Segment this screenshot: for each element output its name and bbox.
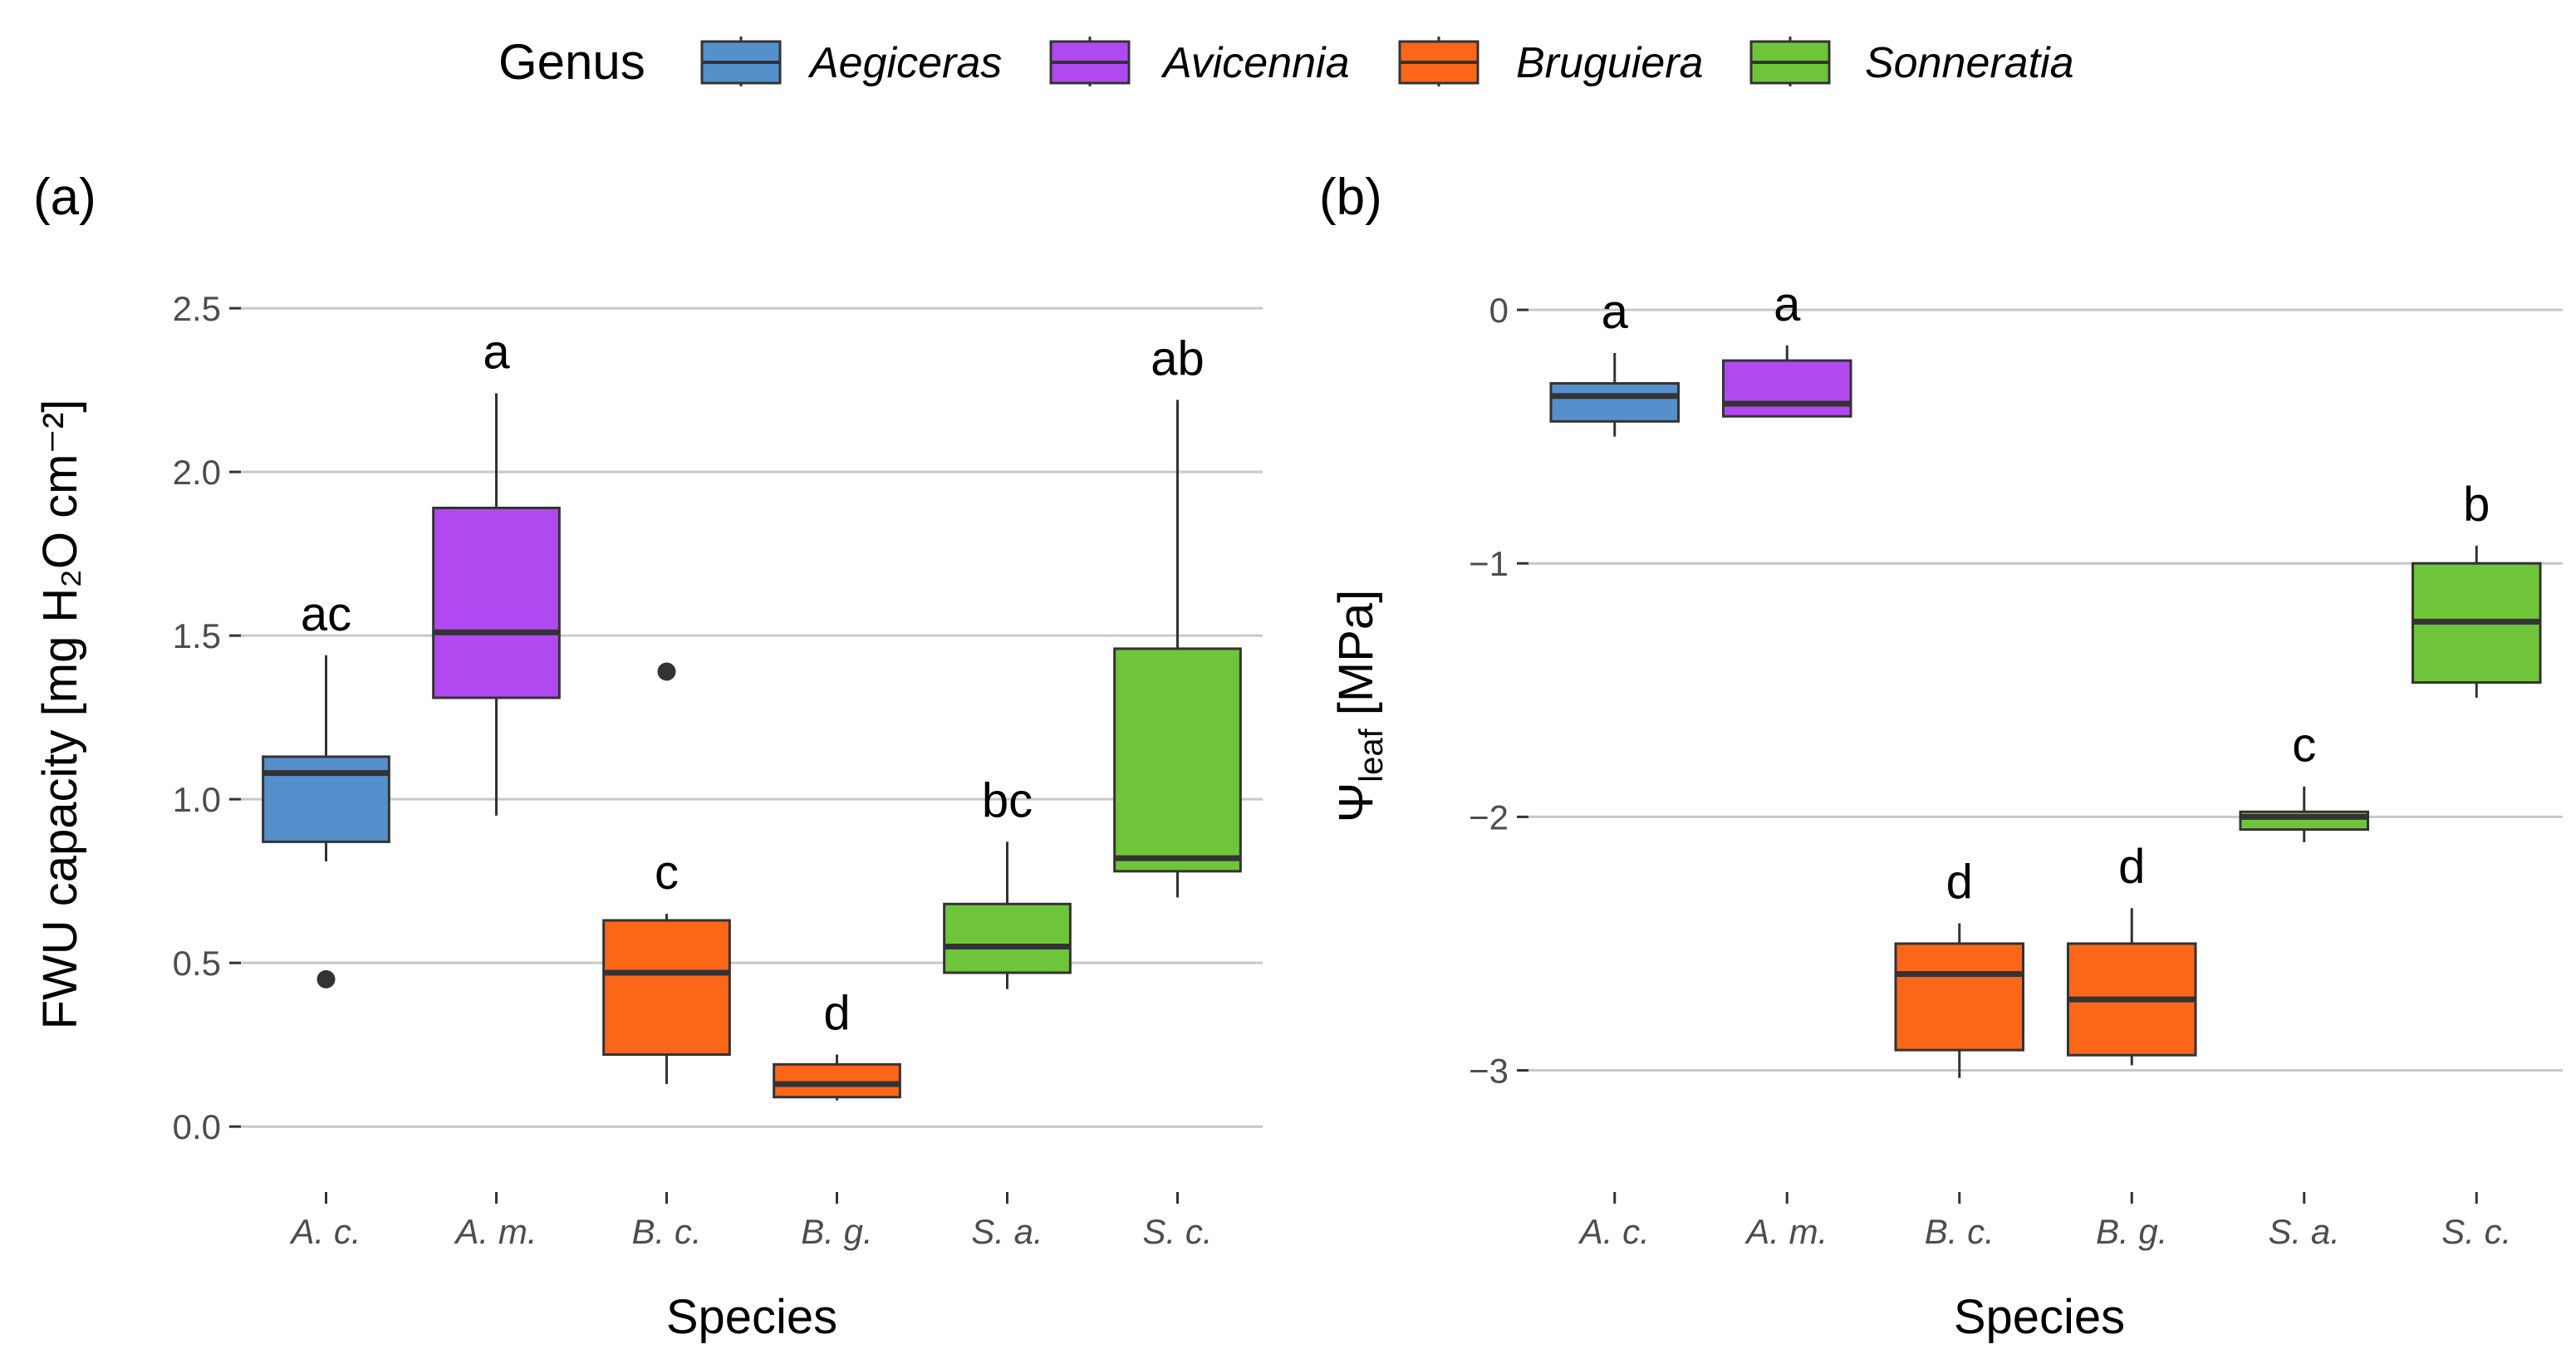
iqr-box <box>1113 647 1242 873</box>
significance-letter: c <box>2292 719 2316 773</box>
psi-units: [MPa] <box>1329 590 1383 729</box>
x-tick-label: A. m. <box>453 1212 537 1251</box>
iqr-box <box>602 919 731 1057</box>
box-4: d <box>2066 840 2197 1066</box>
panel-a-x-axis-title: Species <box>666 1290 837 1344</box>
x-tick-label: B. c. <box>1925 1212 1995 1251</box>
significance-letter: c <box>655 846 679 900</box>
iqr-box <box>262 755 390 843</box>
legend-label-bruguiera: Bruguiera <box>1516 39 1703 87</box>
box-6: ab <box>1113 331 1242 898</box>
box-2: a <box>1721 277 1852 418</box>
box-3: c <box>602 662 731 1084</box>
y-tick-label: 2.0 <box>173 453 221 492</box>
panel-a: 0.0 0.5 1.0 1.5 2.0 2.5 ac A. c. a A. m. c B. c. d B.… <box>173 289 1263 1251</box>
box-2: a <box>432 326 561 816</box>
iqr-box <box>773 1062 901 1099</box>
outlier-point <box>316 969 336 989</box>
significance-letter: d <box>1946 856 1973 910</box>
significance-letter: a <box>483 326 510 380</box>
y-tick-label: 1.0 <box>173 780 221 819</box>
y-tick-label: 0.0 <box>173 1107 221 1146</box>
psi-subscript: leaf <box>1353 728 1390 782</box>
significance-letter: a <box>1602 285 1629 339</box>
panel-b-label: (b) <box>1319 169 1382 226</box>
panel-b-x-axis-title: Species <box>1954 1290 2125 1344</box>
significance-letter: d <box>823 987 850 1041</box>
iqr-box <box>943 902 1072 974</box>
legend-key-bruguiera <box>1398 37 1479 86</box>
y-tick-label: 0.5 <box>173 944 221 983</box>
legend-label-sonneratia: Sonneratia <box>1865 39 2074 87</box>
box-3: d <box>1894 856 2025 1078</box>
iqr-box <box>1894 942 2025 1052</box>
x-tick-label: B. g. <box>2096 1212 2167 1251</box>
psi-symbol: Ψ <box>1329 783 1383 822</box>
y-tick-label: −2 <box>1469 797 1509 836</box>
significance-letter: b <box>2463 478 2490 532</box>
y-tick-label: 1.5 <box>173 616 221 655</box>
x-tick-label: S. c. <box>2441 1212 2511 1251</box>
x-tick-label: S. a. <box>2269 1212 2340 1251</box>
box-6: b <box>2411 478 2542 698</box>
significance-letter: a <box>1774 277 1801 331</box>
legend-label-aegiceras: Aegiceras <box>807 39 1002 87</box>
panel-a-label: (a) <box>33 169 96 226</box>
x-tick-label: A. m. <box>1744 1212 1828 1251</box>
legend-key-sonneratia <box>1749 37 1831 86</box>
x-tick-label: A. c. <box>288 1212 361 1251</box>
panel-b-y-axis-title: Ψleaf [MPa] <box>1329 590 1390 823</box>
y-tick-label: −3 <box>1469 1052 1509 1091</box>
box-4: d <box>773 987 901 1101</box>
significance-letter: bc <box>982 773 1033 827</box>
box-1: ac <box>262 587 390 989</box>
x-tick-label: S. a. <box>971 1212 1043 1251</box>
iqr-box <box>432 506 561 699</box>
panel-b: 0 −1 −2 −3 a A. c. a A. m. d B. c. d B. g. c S. a. b S.… <box>1469 277 2563 1251</box>
legend-title: Genus <box>498 34 645 90</box>
legend-key-aegiceras <box>700 37 782 86</box>
panel-a-y-axis-title: FWU capacity [mg H₂O cm⁻²] <box>33 400 87 1030</box>
iqr-box <box>1721 359 1852 418</box>
significance-letter: ab <box>1151 331 1205 385</box>
y-tick-label: −1 <box>1469 544 1509 583</box>
x-tick-label: S. c. <box>1142 1212 1212 1251</box>
iqr-box <box>1549 382 1681 423</box>
legend-key-avicennia <box>1049 37 1131 86</box>
y-tick-label: 2.5 <box>173 289 221 328</box>
legend: Genus Aegiceras Avicennia Bruguiera Sonnera… <box>498 34 2074 90</box>
box-5: c <box>2239 719 2370 842</box>
outlier-point <box>657 662 676 681</box>
box-5: bc <box>943 773 1072 989</box>
x-tick-label: B. g. <box>801 1212 872 1251</box>
significance-letter: ac <box>301 587 351 641</box>
x-tick-label: B. c. <box>631 1212 701 1251</box>
box-1: a <box>1549 285 1681 437</box>
legend-label-avicennia: Avicennia <box>1160 39 1350 87</box>
x-tick-label: A. c. <box>1577 1212 1650 1251</box>
significance-letter: d <box>2118 840 2145 894</box>
y-tick-label: 0 <box>1489 291 1509 330</box>
